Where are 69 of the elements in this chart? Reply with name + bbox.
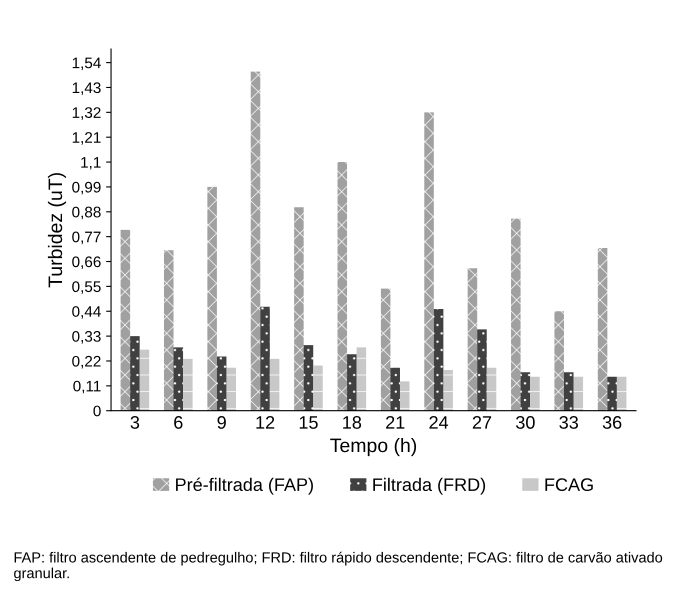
y-tick-label: 1,43 <box>72 82 101 95</box>
bar <box>174 347 184 411</box>
y-tick-label: 0,66 <box>72 256 101 270</box>
bar <box>140 350 150 411</box>
bar <box>520 372 530 411</box>
bar <box>598 248 608 411</box>
x-tick-label: 18 <box>343 416 362 429</box>
bar <box>338 162 348 411</box>
bar <box>390 368 400 411</box>
x-tick-label: 21 <box>386 416 404 429</box>
bar <box>564 372 574 411</box>
bar <box>616 376 626 411</box>
text: FAP: filtro ascendente de pedregulho; FRD: filtro rápido descendente; FCAG: filtro de carvão ativado granular. <box>14 552 662 582</box>
bar <box>226 368 236 411</box>
bar <box>511 218 521 411</box>
bar <box>486 368 496 411</box>
bar <box>434 308 444 411</box>
y-tick-label: 1,21 <box>72 132 101 145</box>
bar <box>207 186 217 411</box>
bar <box>443 370 453 411</box>
legend-label: FCAG <box>545 478 593 492</box>
x-tick-label: 24 <box>429 416 448 429</box>
x-tick-label: 15 <box>300 416 318 429</box>
bar <box>294 207 304 411</box>
y-tick-label: 0,77 <box>72 232 101 244</box>
x-tick-label: 33 <box>559 416 578 429</box>
bar <box>304 345 314 411</box>
bar <box>400 381 410 411</box>
bar <box>270 358 280 411</box>
x-tick-label: 6 <box>174 416 183 429</box>
bar <box>216 356 226 411</box>
bar <box>164 250 174 411</box>
y-tick-label: 0,11 <box>73 380 101 394</box>
bar <box>250 72 260 411</box>
y-tick-label: 0,55 <box>72 281 101 294</box>
bar <box>130 336 140 411</box>
bar <box>120 230 130 411</box>
x-tick-label: 3 <box>130 416 140 429</box>
bar <box>554 311 564 411</box>
x-tick-label: 9 <box>218 416 226 429</box>
y-tick-label: 0,44 <box>72 306 101 319</box>
bar <box>313 366 323 411</box>
y-tick-label: 0,33 <box>72 330 101 344</box>
x-axis-title: Tempo (h) <box>330 438 416 456</box>
y-tick-label: 0,99 <box>72 182 101 194</box>
bar <box>424 112 434 411</box>
x-tick-label: 12 <box>256 416 274 429</box>
legend-label: Pré-filtrada (FAP) <box>176 478 313 495</box>
bar <box>530 376 540 411</box>
y-tick-label: 0,88 <box>72 206 101 220</box>
y-tick-label: 0 <box>93 406 101 416</box>
x-tick-label: 27 <box>472 416 492 429</box>
y-tick-label: 1,32 <box>72 107 101 120</box>
bar <box>607 376 617 411</box>
bar <box>347 354 357 411</box>
x-tick-label: 36 <box>602 416 622 429</box>
bar <box>477 329 487 411</box>
bar <box>260 306 270 411</box>
y-tick-label: 0,22 <box>72 356 101 368</box>
bar <box>183 358 193 411</box>
x-tick-label: 30 <box>516 416 535 429</box>
bar <box>574 376 584 411</box>
y-axis-title: Turbidez (uT) <box>48 173 66 288</box>
legend-label: Filtrada (FRD) <box>373 478 486 495</box>
y-tick-label: 1,54 <box>72 58 101 70</box>
y-tick-label: 1,1 <box>81 157 101 170</box>
bar <box>468 268 478 411</box>
bar <box>356 347 366 411</box>
bar <box>380 288 390 411</box>
